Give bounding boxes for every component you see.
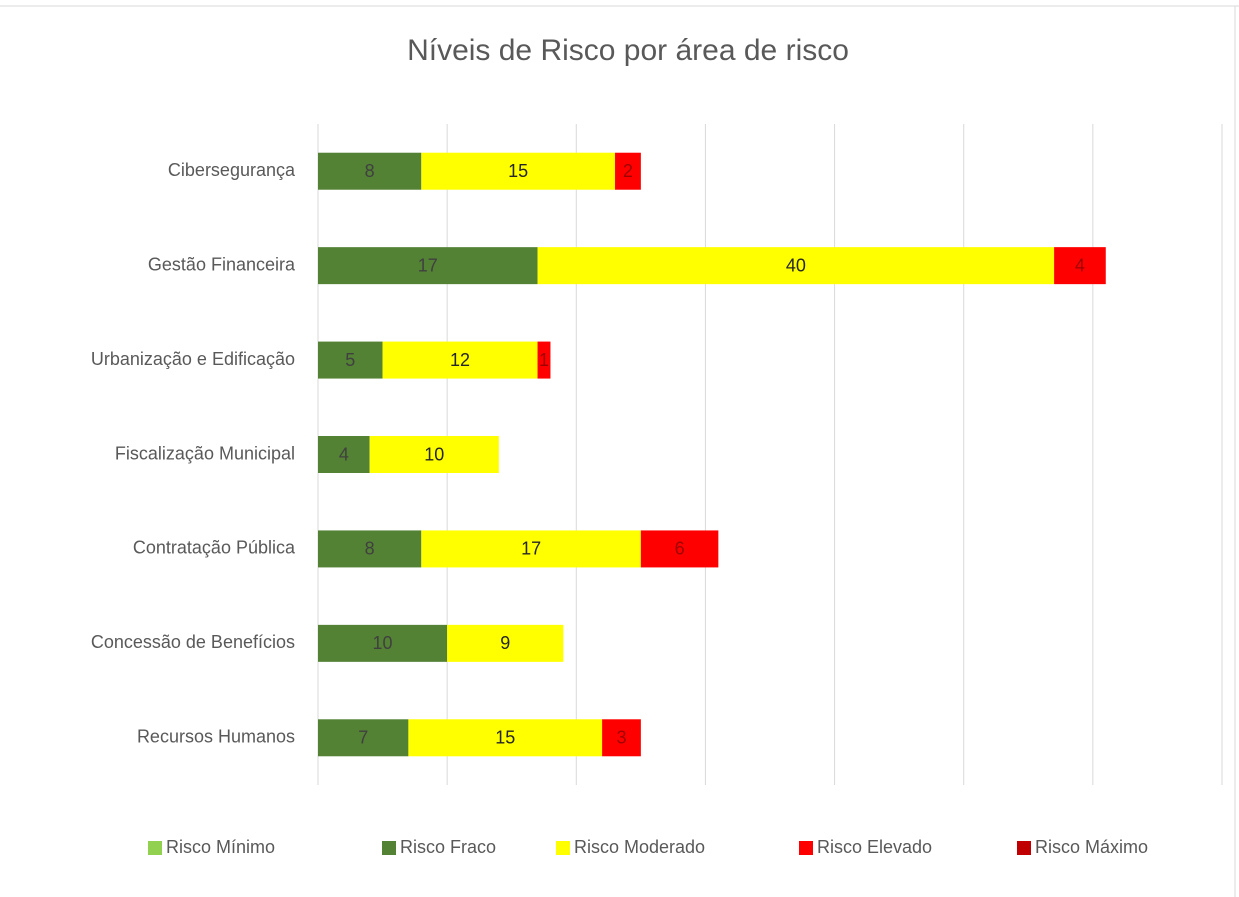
data-label: 4 [1075,255,1085,275]
data-label: 9 [500,633,510,653]
y-tick-label: Concessão de Benefícios [91,632,295,652]
data-label: 15 [508,161,528,181]
y-tick-label: Contratação Pública [133,538,296,558]
bar-segment [408,719,603,757]
legend-swatch [1017,841,1031,855]
bar-segment [447,624,564,662]
bar-segment [537,341,551,379]
bar-segment [318,152,422,190]
data-label: 40 [786,255,806,275]
bar-segment [1054,247,1106,285]
data-label: 10 [424,444,444,464]
data-label: 1 [539,350,549,370]
bar-segment [318,530,422,568]
bar-segment [382,341,538,379]
y-tick-label: Recursos Humanos [137,727,295,747]
legend-swatch [382,841,396,855]
data-label: 8 [365,161,375,181]
bar-segment [318,436,370,473]
bar-segment [615,152,641,190]
legend-label: Risco Moderado [574,837,705,857]
y-tick-label: Cibersegurança [168,160,296,180]
legend-label: Risco Mínimo [166,837,275,857]
bar-segment [318,624,448,662]
bar-segment [640,530,719,568]
chart-border [0,5,1239,897]
legend-label: Risco Máximo [1035,837,1148,857]
data-label: 10 [373,633,393,653]
data-label: 6 [675,539,685,559]
bar-segment [318,719,409,757]
data-label: 15 [495,728,515,748]
bar-segment [421,530,641,568]
y-tick-label: Gestão Financeira [148,254,296,274]
bar-segment [602,719,641,757]
data-label: 5 [345,350,355,370]
y-tick-label: Fiscalização Municipal [115,443,295,463]
data-label: 17 [521,539,541,559]
legend-swatch [148,841,162,855]
data-label: 8 [365,539,375,559]
bar-segment [421,152,616,190]
legend-swatch [556,841,570,855]
bar-segment [537,247,1055,285]
data-label: 4 [339,444,349,464]
data-label: 7 [358,728,368,748]
bar-segment [318,247,538,285]
legend-label: Risco Elevado [817,837,932,857]
legend-swatch [799,841,813,855]
data-label: 17 [418,255,438,275]
y-tick-label: Urbanização e Edificação [91,349,295,369]
bar-segment [369,436,499,473]
data-label: 12 [450,350,470,370]
chart-title: Níveis de Risco por área de risco [407,34,849,67]
data-label: 2 [623,161,633,181]
legend-label: Risco Fraco [400,837,496,857]
data-label: 3 [616,728,626,748]
bar-segment [318,341,383,379]
